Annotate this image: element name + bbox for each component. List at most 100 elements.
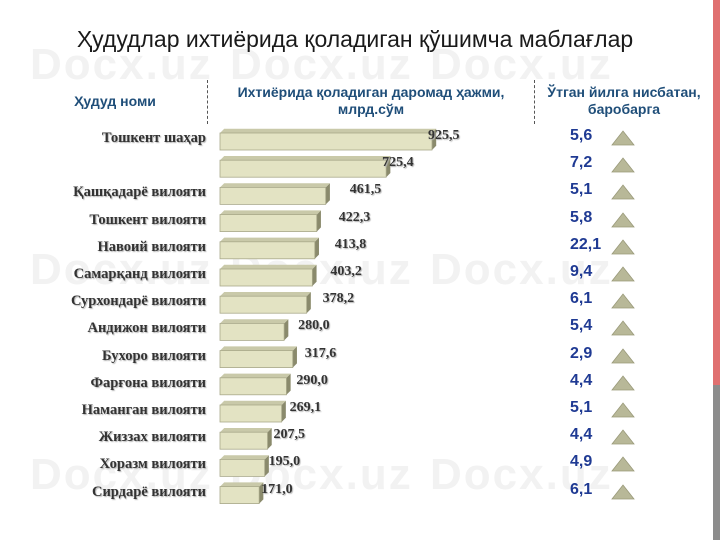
bar <box>219 377 287 396</box>
category-label: Самарқанд вилояти <box>73 266 206 282</box>
growth-value: 5,1 <box>570 181 593 199</box>
value-label: 925,5 <box>428 128 460 143</box>
growth-value: 22,1 <box>570 235 602 253</box>
category-label: Навоий вилояти <box>97 238 206 255</box>
watermark-text: Docx.uz <box>30 40 213 89</box>
bar-side <box>286 373 291 395</box>
up-triangle-icon <box>611 320 635 336</box>
bar <box>219 458 266 477</box>
value-label: 290,0 <box>296 372 328 388</box>
bar <box>219 241 316 260</box>
bar <box>219 431 268 450</box>
bar <box>219 486 260 505</box>
category-label: Жиззах вилояти <box>98 429 206 446</box>
growth-value: 5,8 <box>570 208 593 226</box>
bar-side <box>386 156 391 178</box>
up-triangle-icon <box>611 456 635 472</box>
growth-value: 4,9 <box>570 453 593 471</box>
bar-top <box>220 292 311 297</box>
bar <box>219 295 308 314</box>
value-label: 413,8 <box>334 236 367 252</box>
up-triangle-icon <box>611 402 635 418</box>
bar-top <box>220 455 269 460</box>
header-amount: Ихтиёрида қоладиган даромад ҳажми, млрд.… <box>237 84 505 117</box>
bar <box>219 350 294 369</box>
bar-top <box>220 346 297 351</box>
bar <box>219 322 285 341</box>
header-separator-right <box>534 80 535 124</box>
up-triangle-icon <box>611 157 635 173</box>
up-triangle-icon <box>611 483 635 499</box>
category-label: Тошкент вилояти <box>89 211 206 228</box>
accent-strip-gray <box>713 385 720 540</box>
bar <box>219 132 433 151</box>
bar-top <box>220 400 286 405</box>
up-triangle-icon <box>611 130 635 146</box>
value-label: 207,5 <box>273 427 306 443</box>
value-label: 422,3 <box>338 209 371 225</box>
bar <box>219 186 327 205</box>
up-triangle-icon <box>611 239 635 255</box>
header-region: Ҳудуд номи <box>74 93 156 109</box>
up-triangle-icon <box>611 347 635 363</box>
growth-value: 2,9 <box>570 344 593 362</box>
value-label: 171,0 <box>261 481 293 497</box>
bar-side <box>267 428 272 450</box>
category-label: Тошкент шаҳар <box>101 130 206 146</box>
up-triangle-icon <box>611 429 635 445</box>
growth-value: 4,4 <box>570 426 593 444</box>
growth-value: 5,1 <box>570 399 593 416</box>
growth-value: 9,4 <box>570 263 593 280</box>
category-label: Андижон вилояти <box>87 320 206 337</box>
bar-top <box>220 373 291 378</box>
value-label: 725,4 <box>382 155 414 171</box>
up-triangle-icon <box>611 211 635 227</box>
category-label: Сурхондарё вилояти <box>70 293 206 310</box>
header-growth: Ўтган йилга нисбатан, баробарга <box>547 84 701 117</box>
bar-top <box>220 264 317 269</box>
growth-value: 5,4 <box>570 317 593 335</box>
bar-top <box>220 183 330 188</box>
category-label: Фарғона вилояти <box>90 374 206 391</box>
bar-side <box>281 400 286 422</box>
value-label: 403,2 <box>330 264 362 279</box>
growth-value: 5,6 <box>570 127 593 144</box>
bar-side <box>432 128 437 150</box>
value-label: 461,5 <box>349 182 382 198</box>
bar-side <box>259 482 264 504</box>
category-label: Қашқадарё вилояти <box>73 184 206 201</box>
value-label: 280,0 <box>298 318 330 334</box>
value-label: 195,0 <box>268 454 301 470</box>
up-triangle-icon <box>611 184 635 200</box>
up-triangle-icon <box>611 293 635 309</box>
watermark-text: Docx.uz <box>30 245 213 294</box>
category-label: Хоразм вилояти <box>99 456 206 473</box>
watermark-text: Docx.uz <box>430 40 613 89</box>
bar-top <box>220 128 437 133</box>
bar-side <box>325 183 330 205</box>
bar <box>219 404 283 423</box>
growth-value: 6,1 <box>570 290 593 308</box>
page-title: Ҳудудлар ихтиёрида қоладиган қўшимча маб… <box>76 26 634 52</box>
up-triangle-icon <box>611 266 635 282</box>
up-triangle-icon <box>611 375 635 391</box>
category-label: Сирдарё вилояти <box>91 483 206 500</box>
bar <box>219 214 318 233</box>
value-label: 269,1 <box>289 400 322 415</box>
bar-top <box>220 210 321 215</box>
value-label: 317,6 <box>304 345 337 361</box>
bar-side <box>306 292 311 314</box>
watermark-text: Docx.uz <box>430 245 613 294</box>
bar-top <box>220 482 264 487</box>
bar-side <box>284 319 289 341</box>
growth-value: 6,1 <box>570 480 593 498</box>
watermark-text: Docx.uz <box>430 450 613 499</box>
growth-value: 4,4 <box>570 371 593 389</box>
growth-value: 7,2 <box>570 154 593 172</box>
watermark-text: Docx.uz <box>30 450 213 499</box>
value-label: 378,2 <box>322 291 355 307</box>
bar-side <box>264 455 269 477</box>
bar <box>219 159 387 178</box>
accent-strip-red <box>713 0 720 385</box>
